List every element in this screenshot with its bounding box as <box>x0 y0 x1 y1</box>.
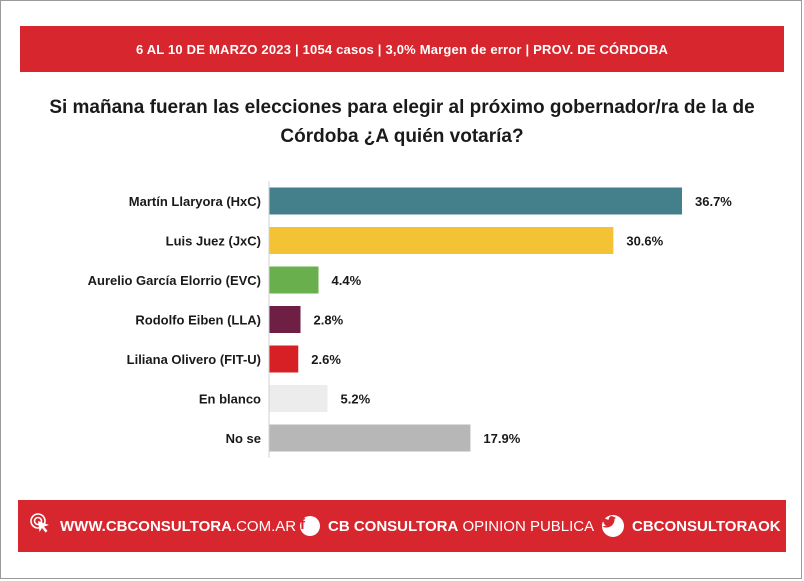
facebook-text-strong: CB CONSULTORA <box>328 517 459 535</box>
bar-chart: Martín Llaryora (HxC) 36.7% Luis Juez (JxC… <box>88 181 732 458</box>
website-text-light: .COM.AR <box>231 517 297 535</box>
bar <box>269 385 328 412</box>
category-label: En blanco <box>199 392 261 407</box>
value-label: 2.6% <box>311 352 341 367</box>
category-label: Luis Juez (JxC) <box>166 234 261 249</box>
value-label: 30.6% <box>626 234 663 249</box>
banner-text: 6 AL 10 DE MARZO 2023 | 1054 casos | 3,0… <box>135 41 669 57</box>
facebook-icon: f <box>300 516 320 536</box>
category-label: Aurelio García Elorrio (EVC) <box>88 273 261 288</box>
survey-info-banner: 6 AL 10 DE MARZO 2023 | 1054 casos | 3,0… <box>20 26 784 72</box>
value-label: 2.8% <box>314 313 344 328</box>
value-label: 5.2% <box>341 392 371 407</box>
facebook-text-light: OPINION PUBLICA <box>458 517 595 535</box>
category-label: Rodolfo Eiben (LLA) <box>135 313 261 328</box>
website-link[interactable]: WWW.CBCONSULTORA .COM.AR <box>30 500 296 552</box>
category-label: No se <box>226 431 261 446</box>
chart-title-line-1: Si mañana fueran las elecciones para ele… <box>49 97 755 118</box>
value-label: 17.9% <box>483 431 520 446</box>
twitter-link[interactable]: CBCONSULTORAOK <box>602 500 781 552</box>
chart-title: Si mañana fueran las elecciones para ele… <box>40 93 764 151</box>
value-label: 4.4% <box>332 273 362 288</box>
bar <box>269 227 614 254</box>
facebook-link[interactable]: f CB CONSULTORA OPINION PUBLICA <box>300 500 594 552</box>
bar <box>269 306 301 333</box>
cursor-click-icon <box>30 513 52 539</box>
bar <box>269 187 682 215</box>
value-label: 36.7% <box>695 194 732 209</box>
twitter-handle: CBCONSULTORAOK <box>632 517 781 535</box>
category-label: Martín Llaryora (HxC) <box>129 194 261 209</box>
bar <box>269 266 319 294</box>
twitter-icon <box>602 515 624 537</box>
category-label: Liliana Olivero (FIT-U) <box>127 352 261 367</box>
website-text-strong: WWW.CBCONSULTORA <box>60 517 232 535</box>
footer-banner: WWW.CBCONSULTORA .COM.AR f CB CONSULTORA … <box>18 500 786 552</box>
bar <box>269 345 299 373</box>
bar <box>269 424 471 452</box>
chart-title-line-2: Córdoba ¿A quién votaría? <box>280 126 524 147</box>
